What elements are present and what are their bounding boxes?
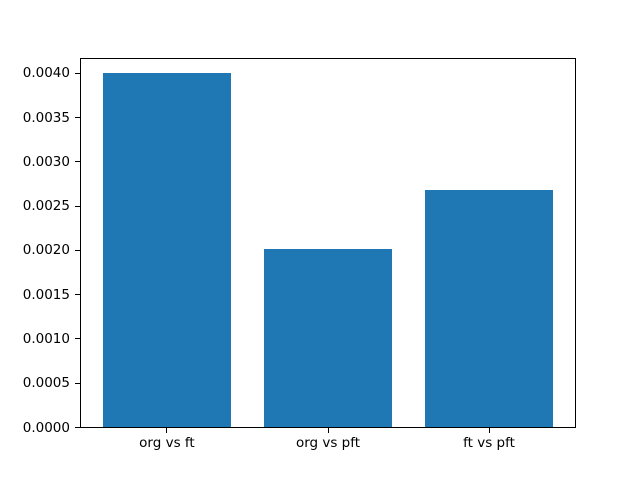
y-tick-mark bbox=[75, 249, 80, 251]
y-tick-label: 0.0005 bbox=[22, 375, 70, 392]
bar-ft-vs-pft bbox=[424, 190, 554, 428]
x-tick-mark bbox=[488, 427, 490, 433]
y-tick-label: 0.0035 bbox=[22, 109, 70, 126]
y-tick-label: 0.0020 bbox=[22, 242, 70, 259]
y-tick-mark bbox=[75, 338, 80, 340]
x-tick-label: org vs pft bbox=[295, 434, 361, 451]
y-tick-mark bbox=[75, 382, 80, 384]
x-tick-mark bbox=[166, 427, 168, 433]
y-tick-mark bbox=[75, 205, 80, 207]
y-tick-mark bbox=[75, 294, 80, 296]
x-tick-label: ft vs pft bbox=[463, 434, 515, 451]
bar-org-vs-ft bbox=[102, 73, 232, 428]
y-tick-mark bbox=[75, 72, 80, 74]
y-tick-label: 0.0040 bbox=[22, 65, 70, 82]
y-tick-mark bbox=[75, 427, 80, 428]
x-tick-mark bbox=[327, 427, 329, 433]
bar-org-vs-pft bbox=[263, 248, 393, 428]
y-tick-label: 0.0015 bbox=[22, 286, 70, 303]
y-tick-label: 0.0010 bbox=[22, 330, 70, 347]
y-tick-mark bbox=[75, 117, 80, 119]
y-tick-label: 0.0025 bbox=[22, 198, 70, 215]
y-tick-label: 0.0030 bbox=[22, 153, 70, 170]
y-tick-label: 0.0000 bbox=[22, 419, 70, 436]
y-tick-mark bbox=[75, 161, 80, 163]
x-tick-label: org vs ft bbox=[139, 434, 195, 451]
